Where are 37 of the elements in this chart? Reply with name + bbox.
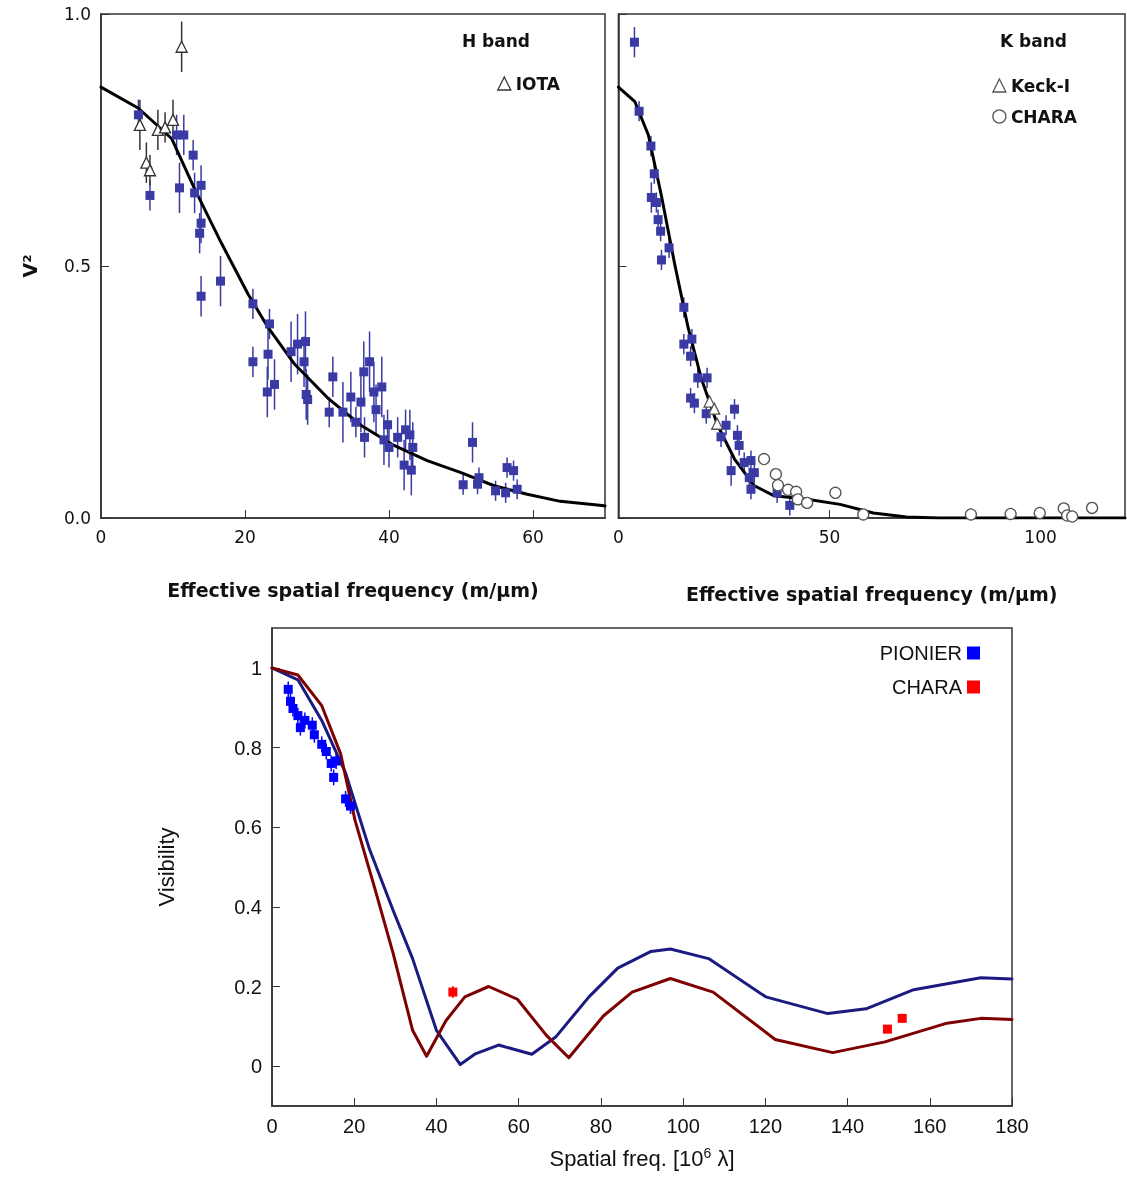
x-tick-label: 80 — [589, 1115, 613, 1137]
y-tick-label: 0.4 — [234, 895, 262, 918]
y-axis-title: V² — [18, 254, 41, 278]
y-tick-label: 0.6 — [234, 816, 262, 839]
x-tick-label: 40 — [378, 526, 400, 547]
y-tick-label: 0.0 — [63, 508, 91, 528]
x-tick-label: 180 — [995, 1115, 1029, 1137]
x-tick-label: 20 — [234, 526, 256, 547]
x-tick-label: 0 — [95, 526, 107, 547]
x-tick-label: 100 — [1024, 526, 1057, 547]
legend-title: H band — [461, 30, 530, 51]
x-tick-label: 0 — [612, 526, 624, 547]
x-tick-label: 120 — [748, 1115, 783, 1137]
legend-title: K band — [1000, 30, 1068, 51]
legend-label: PIONIER — [879, 642, 962, 664]
x-tick-label: 60 — [522, 526, 544, 547]
x-tick-label: 60 — [507, 1115, 530, 1137]
legend-label: CHARA — [1010, 106, 1078, 127]
y-tick-label: 0.2 — [234, 975, 262, 998]
y-tick-label: 0.5 — [63, 256, 91, 276]
legend-label: CHARA — [891, 676, 963, 698]
y-tick-label: 0.8 — [234, 736, 262, 759]
x-axis-title: Effective spatial frequency (m/μm) — [685, 582, 1058, 605]
x-tick-label: 0 — [266, 1115, 278, 1137]
x-tick-label: 20 — [343, 1115, 366, 1137]
y-tick-label: 1 — [250, 656, 262, 679]
legend-label: IOTA — [515, 73, 561, 94]
x-tick-label: 160 — [913, 1115, 947, 1137]
x-tick-label: 50 — [818, 526, 841, 547]
x-tick-label: 140 — [830, 1115, 865, 1137]
x-tick-label: 40 — [425, 1115, 448, 1137]
y-tick-label: 1.0 — [63, 4, 91, 24]
y-axis-title: Visibility — [153, 827, 179, 907]
x-axis-title: Effective spatial frequency (m/μm) — [167, 578, 539, 601]
y-tick-label: 0 — [250, 1055, 262, 1078]
legend-label: Keck-I — [1010, 75, 1071, 96]
x-tick-label: 100 — [666, 1115, 700, 1137]
